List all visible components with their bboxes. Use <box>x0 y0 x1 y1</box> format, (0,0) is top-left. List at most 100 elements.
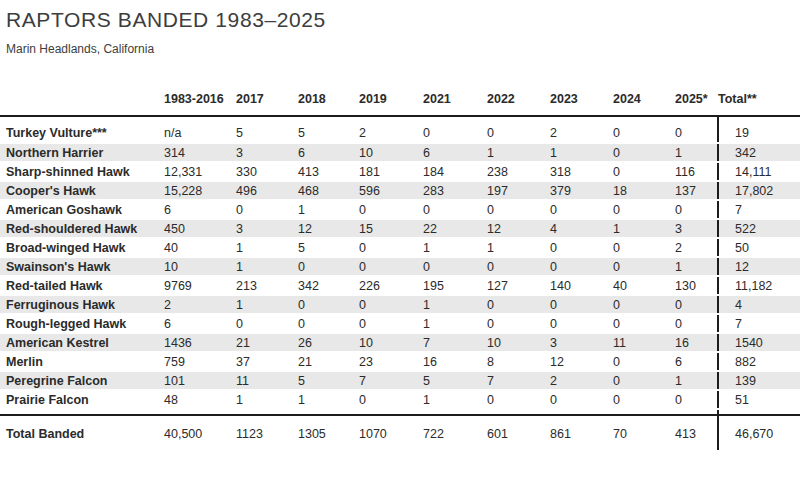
value-cell: 0 <box>487 390 550 409</box>
value-cell: 7 <box>423 333 487 352</box>
value-cell: 2 <box>550 124 613 143</box>
value-cell: 330 <box>236 162 298 181</box>
value-cell: 1 <box>236 295 298 314</box>
value-cell: 12 <box>298 219 359 238</box>
value-cell: 238 <box>487 162 550 181</box>
page-subtitle: Marin Headlands, California <box>6 42 800 56</box>
column-header: 2024 <box>613 74 675 116</box>
value-cell: 0 <box>613 314 675 333</box>
value-cell: 0 <box>550 314 613 333</box>
species-cell: Red-shouldered Hawk <box>0 219 164 238</box>
table-row: Sharp-shinned Hawk12,3313304131811842383… <box>0 162 800 181</box>
value-cell: 11 <box>613 333 675 352</box>
table-row: Peregrine Falcon101115757201139 <box>0 371 800 390</box>
value-cell: 6 <box>423 143 487 162</box>
value-cell: 213 <box>236 276 298 295</box>
page: RAPTORS BANDED 1983–2025 Marin Headlands… <box>0 8 800 485</box>
value-cell: 0 <box>236 314 298 333</box>
total-cell: 139 <box>718 371 800 390</box>
value-cell: 0 <box>359 295 423 314</box>
value-cell: 3 <box>236 143 298 162</box>
value-cell: 1 <box>487 238 550 257</box>
value-cell: 2 <box>550 371 613 390</box>
table-row: Broad-winged Hawk401501100250 <box>0 238 800 257</box>
column-header: 2023 <box>550 74 613 116</box>
value-cell: 0 <box>550 257 613 276</box>
value-cell: 0 <box>613 352 675 371</box>
value-cell: 450 <box>164 219 236 238</box>
value-cell: 181 <box>359 162 423 181</box>
species-cell: Sharp-shinned Hawk <box>0 162 164 181</box>
value-cell: 10 <box>164 257 236 276</box>
value-cell: 0 <box>423 200 487 219</box>
species-cell: Cooper's Hawk <box>0 181 164 200</box>
spacer-cell <box>487 116 550 124</box>
value-cell: 5 <box>298 124 359 143</box>
value-cell: 0 <box>487 295 550 314</box>
value-cell: 0 <box>613 238 675 257</box>
total-cell: 7 <box>718 314 800 333</box>
total-cell: 11,182 <box>718 276 800 295</box>
species-cell: Northern Harrier <box>0 143 164 162</box>
value-cell: 21 <box>298 352 359 371</box>
value-cell: 1436 <box>164 333 236 352</box>
value-cell: 0 <box>487 200 550 219</box>
value-cell: 6 <box>675 352 718 371</box>
value-cell: 4 <box>550 219 613 238</box>
value-cell: 6 <box>164 314 236 333</box>
spacer-cell <box>298 116 359 124</box>
spacer-cell <box>359 116 423 124</box>
total-value-cell: 70 <box>613 415 675 450</box>
value-cell: 0 <box>550 390 613 409</box>
value-cell: 0 <box>423 124 487 143</box>
value-cell: 9769 <box>164 276 236 295</box>
value-cell: 1 <box>613 219 675 238</box>
spacer-cell <box>718 116 800 124</box>
value-cell: 1 <box>675 257 718 276</box>
total-cell: 7 <box>718 200 800 219</box>
value-cell: 2 <box>164 295 236 314</box>
value-cell: 6 <box>164 200 236 219</box>
total-cell: 51 <box>718 390 800 409</box>
value-cell: 127 <box>487 276 550 295</box>
value-cell: 184 <box>423 162 487 181</box>
species-cell: Merlin <box>0 352 164 371</box>
table-row: Red-shouldered Hawk450312152212413522 <box>0 219 800 238</box>
value-cell: 0 <box>359 238 423 257</box>
total-value-cell: 861 <box>550 415 613 450</box>
total-cell: 50 <box>718 238 800 257</box>
value-cell: 0 <box>613 200 675 219</box>
total-cell: 12 <box>718 257 800 276</box>
spacer-cell <box>236 116 298 124</box>
total-value-cell: 1070 <box>359 415 423 450</box>
column-header: 2025* <box>675 74 718 116</box>
table-row: Swainson's Hawk101000000112 <box>0 257 800 276</box>
value-cell: 0 <box>675 390 718 409</box>
value-cell: 0 <box>487 124 550 143</box>
spacer-row <box>0 116 800 124</box>
raptors-banded-table: 1983-20162017201820192021202220232024202… <box>0 74 800 450</box>
value-cell: 0 <box>613 257 675 276</box>
column-header: 2021 <box>423 74 487 116</box>
value-cell: 10 <box>359 333 423 352</box>
table-row: Prairie Falcon481101000051 <box>0 390 800 409</box>
value-cell: 10 <box>359 143 423 162</box>
value-cell: 0 <box>613 390 675 409</box>
value-cell: 0 <box>675 295 718 314</box>
value-cell: 1 <box>423 390 487 409</box>
value-cell: 0 <box>675 200 718 219</box>
value-cell: 1 <box>487 143 550 162</box>
value-cell: 1 <box>423 238 487 257</box>
species-cell: Red-tailed Hawk <box>0 276 164 295</box>
value-cell: 379 <box>550 181 613 200</box>
species-cell: American Goshawk <box>0 200 164 219</box>
table-row: American Kestrel1436212610710311161540 <box>0 333 800 352</box>
value-cell: 226 <box>359 276 423 295</box>
total-value-cell: 40,500 <box>164 415 236 450</box>
value-cell: 1 <box>236 390 298 409</box>
value-cell: 7 <box>359 371 423 390</box>
value-cell: 18 <box>613 181 675 200</box>
value-cell: 1 <box>675 143 718 162</box>
table-row: Northern Harrier314361061101342 <box>0 143 800 162</box>
value-cell: 26 <box>298 333 359 352</box>
